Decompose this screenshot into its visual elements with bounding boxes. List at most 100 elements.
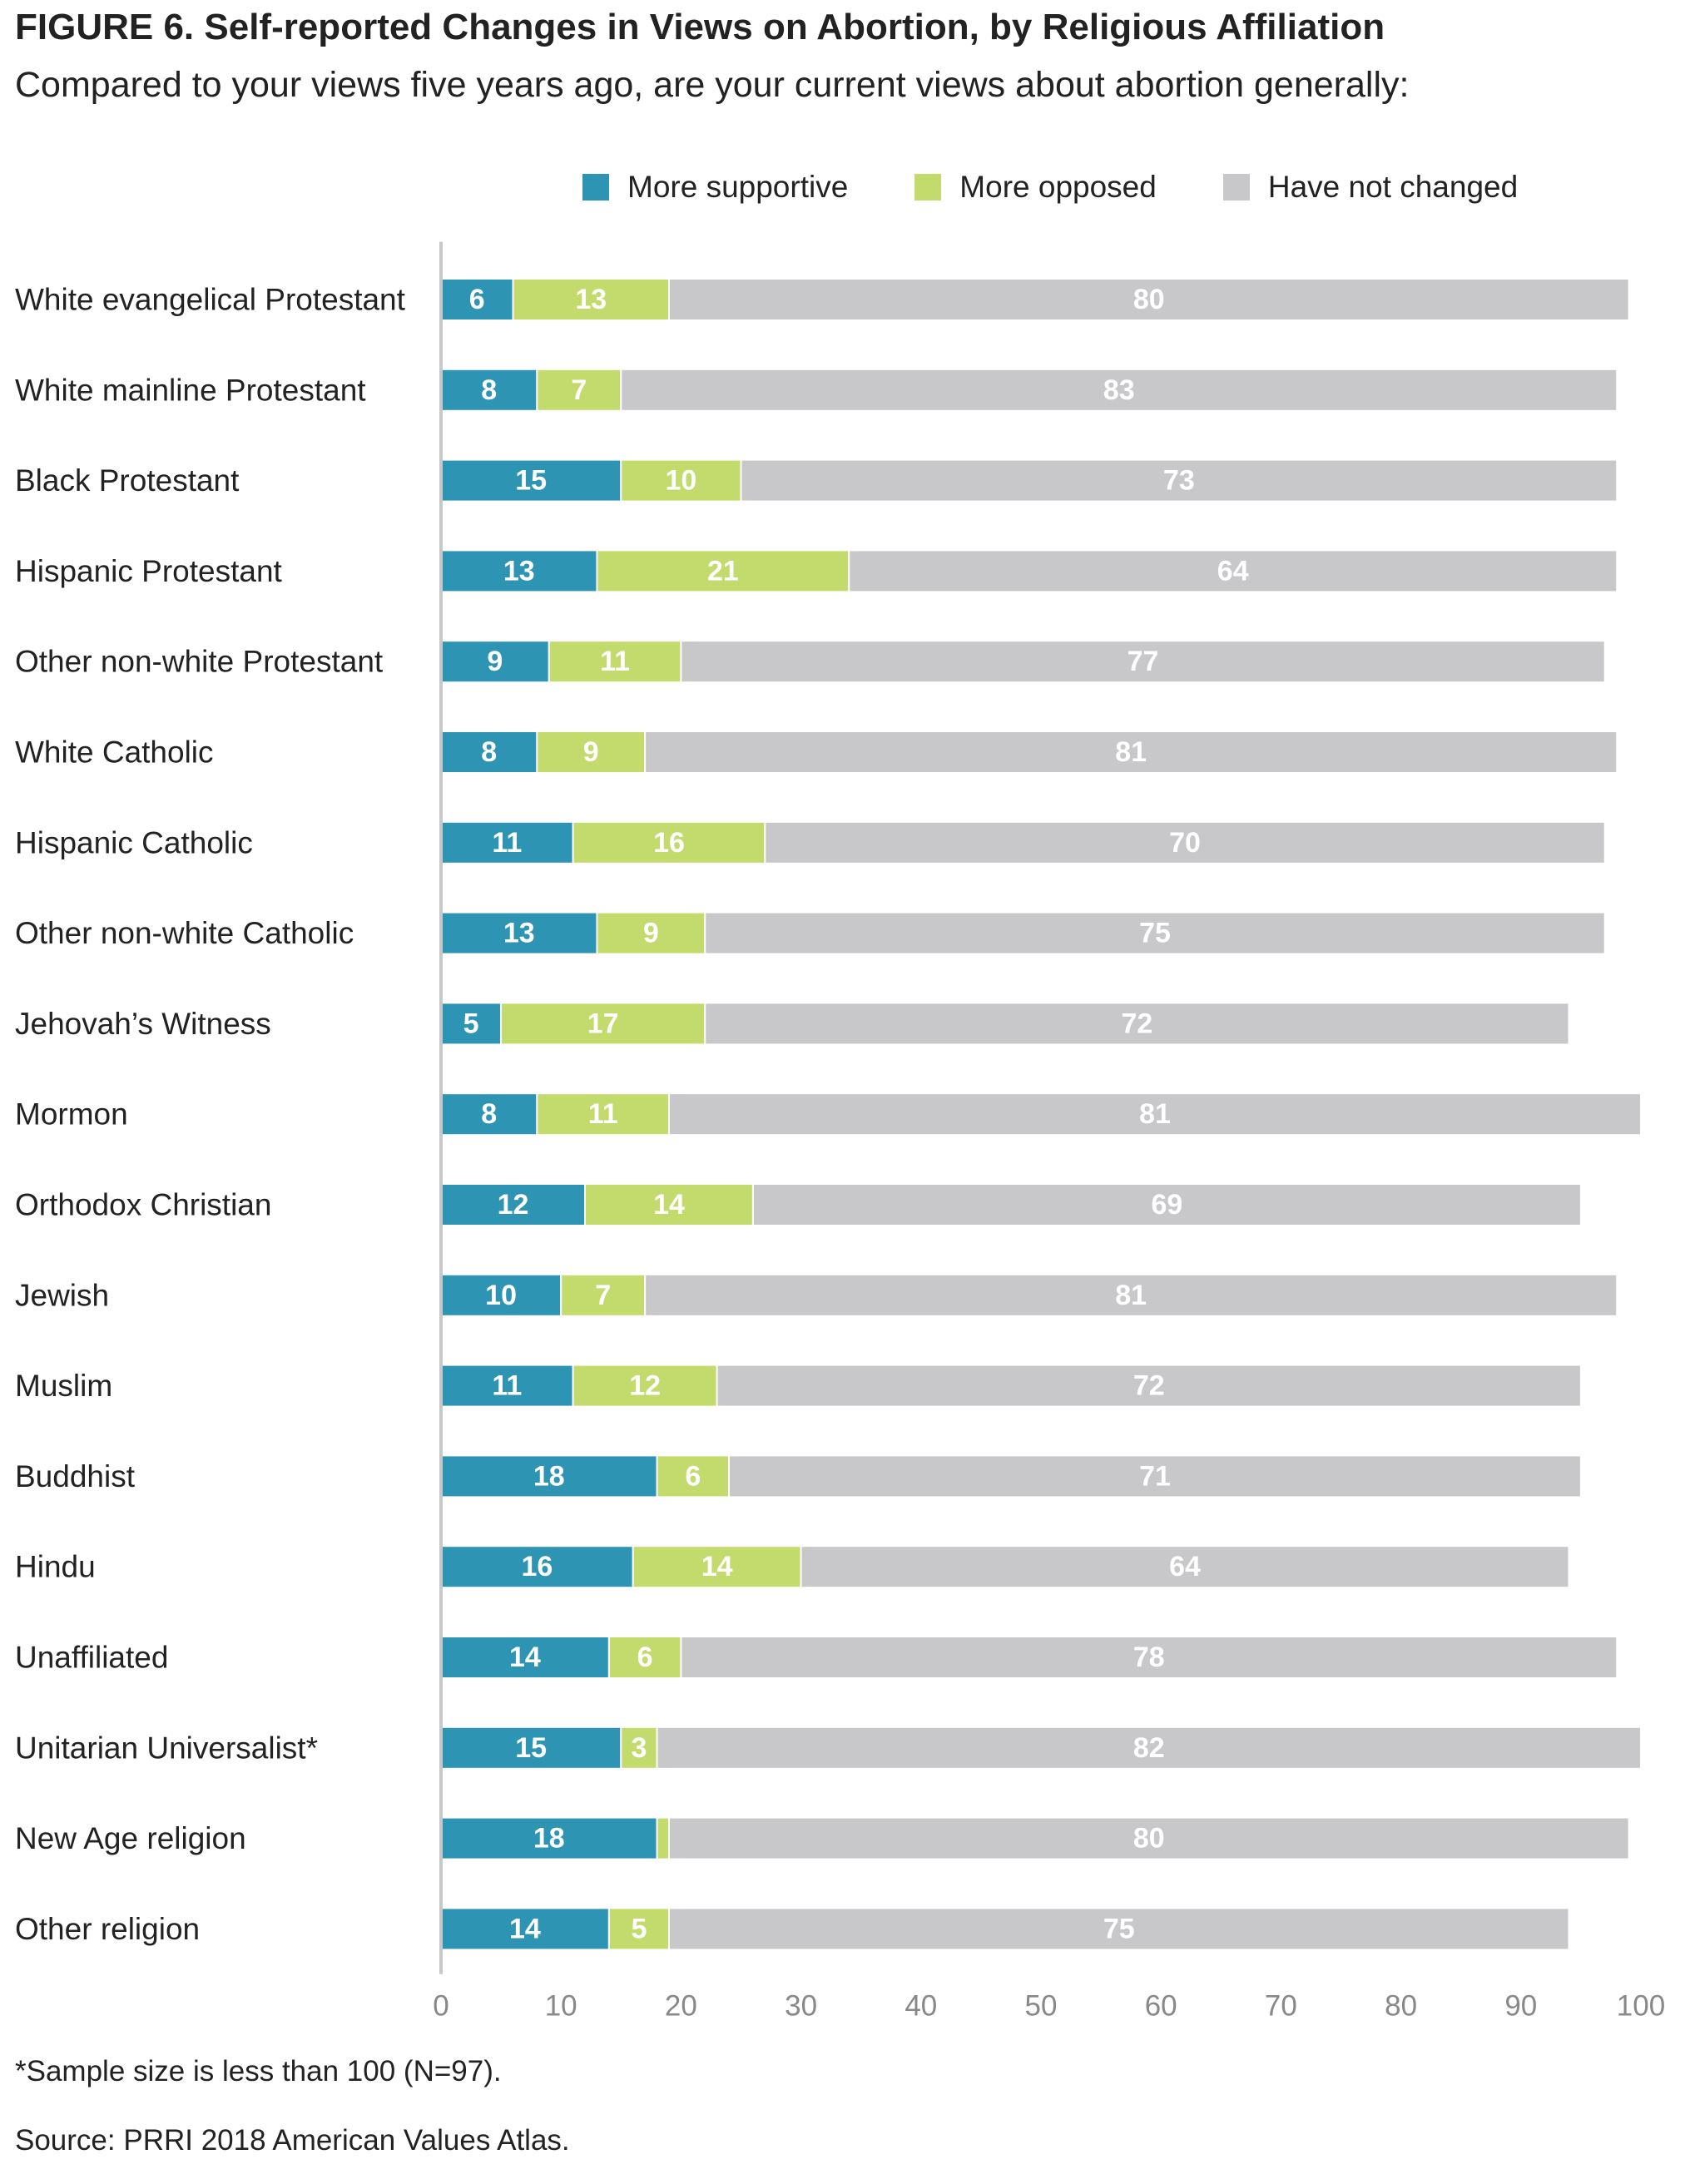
category-label: Hispanic Catholic xyxy=(15,825,253,859)
x-tick-label: 20 xyxy=(665,1989,697,2022)
chart-subtitle: Compared to your views five years ago, a… xyxy=(15,65,1410,105)
data-label-have-not-changed: 71 xyxy=(1139,1460,1171,1492)
category-label: Buddhist xyxy=(15,1459,136,1493)
data-label-more-supportive: 18 xyxy=(533,1823,565,1855)
bar-more-opposed xyxy=(656,1454,731,1498)
bar-more-opposed xyxy=(620,1726,658,1770)
legend-item-more-opposed: More opposed xyxy=(914,170,1157,205)
data-label-have-not-changed: 69 xyxy=(1151,1189,1182,1221)
data-label-have-not-changed: 64 xyxy=(1169,1551,1201,1582)
data-label-more-supportive: 13 xyxy=(503,918,535,949)
data-label-have-not-changed: 70 xyxy=(1169,827,1201,859)
x-tick-label: 40 xyxy=(904,1989,937,2022)
category-label: New Age religion xyxy=(15,1821,246,1855)
bar-more-supportive xyxy=(440,458,622,503)
bar-more-supportive xyxy=(440,1545,634,1589)
bar-have-not-changed xyxy=(764,820,1606,864)
bar-have-not-changed xyxy=(751,1183,1582,1226)
bar-more-supportive xyxy=(440,911,598,955)
bar-have-not-changed xyxy=(667,278,1630,321)
data-label-more-supportive: 12 xyxy=(498,1189,529,1221)
legend-label-more-supportive: More supportive xyxy=(627,170,849,204)
bar-more-supportive xyxy=(440,640,550,684)
data-label-more-opposed: 9 xyxy=(643,918,659,949)
bar-more-supportive xyxy=(440,1636,610,1679)
category-label: Muslim xyxy=(15,1369,112,1403)
source-note: Source: PRRI 2018 American Values Atlas. xyxy=(15,2124,570,2157)
bar-have-not-changed xyxy=(800,1545,1570,1589)
data-label-have-not-changed: 73 xyxy=(1163,465,1195,497)
bar-more-supportive xyxy=(440,1454,658,1498)
data-label-more-supportive: 5 xyxy=(463,1008,479,1039)
data-label-more-supportive: 11 xyxy=(492,827,522,859)
x-tick-label: 80 xyxy=(1385,1989,1417,2022)
bar-more-opposed xyxy=(596,549,850,593)
bar-have-not-changed xyxy=(656,1726,1642,1770)
data-label-more-opposed: 9 xyxy=(583,736,599,768)
bar-have-not-changed xyxy=(740,458,1618,503)
bar-more-opposed xyxy=(572,1364,718,1408)
data-label-more-opposed: 14 xyxy=(701,1551,733,1582)
x-tick-label: 0 xyxy=(433,1989,449,2022)
bar-more-opposed xyxy=(596,911,706,955)
data-label-have-not-changed: 83 xyxy=(1103,374,1135,406)
data-label-have-not-changed: 82 xyxy=(1133,1732,1165,1764)
data-label-have-not-changed: 75 xyxy=(1139,918,1171,949)
legend: More supportive More opposed Have not ch… xyxy=(582,166,1518,208)
bar-have-not-changed xyxy=(644,730,1618,774)
data-label-more-opposed: 7 xyxy=(595,1280,611,1311)
x-tick-label: 50 xyxy=(1025,1989,1058,2022)
bar-have-not-changed xyxy=(620,368,1618,412)
category-label: White evangelical Protestant xyxy=(15,283,406,317)
bar-have-not-changed xyxy=(848,549,1618,593)
data-label-have-not-changed: 72 xyxy=(1121,1008,1152,1039)
data-label-more-opposed: 6 xyxy=(637,1642,653,1673)
category-label: Unaffiliated xyxy=(15,1641,168,1675)
bar-more-opposed xyxy=(512,278,670,321)
data-label-more-supportive: 15 xyxy=(515,465,547,497)
category-label: Orthodox Christian xyxy=(15,1188,271,1222)
legend-item-more-supportive: More supportive xyxy=(582,170,848,205)
data-label-have-not-changed: 80 xyxy=(1133,284,1165,315)
category-label: Other non-white Catholic xyxy=(15,916,354,950)
bar-more-opposed xyxy=(536,730,647,774)
data-label-more-opposed: 13 xyxy=(575,284,607,315)
data-label-have-not-changed: 78 xyxy=(1133,1642,1165,1673)
chart-title: FIGURE 6. Self-reported Changes in Views… xyxy=(15,7,1385,47)
data-label-more-opposed: 11 xyxy=(588,1098,618,1130)
bar-have-not-changed xyxy=(704,911,1606,955)
bar-more-opposed xyxy=(620,458,742,503)
bar-more-opposed xyxy=(632,1545,802,1589)
data-label-more-supportive: 11 xyxy=(492,1370,522,1402)
data-label-more-supportive: 15 xyxy=(515,1732,547,1764)
x-tick-label: 10 xyxy=(545,1989,577,2022)
category-label: Other religion xyxy=(15,1912,200,1946)
bar-more-opposed xyxy=(607,1636,682,1679)
data-label-have-not-changed: 72 xyxy=(1133,1370,1165,1402)
legend-label-more-opposed: More opposed xyxy=(959,170,1157,204)
bar-more-supportive xyxy=(440,1273,562,1317)
bar-more-supportive xyxy=(440,1907,610,1951)
category-label: Hindu xyxy=(15,1550,96,1584)
data-label-have-not-changed: 77 xyxy=(1127,646,1159,677)
data-label-more-supportive: 10 xyxy=(485,1280,517,1311)
x-tick-label: 60 xyxy=(1145,1989,1177,2022)
data-label-more-opposed: 6 xyxy=(685,1460,701,1492)
x-tick-label: 90 xyxy=(1504,1989,1537,2022)
bar-more-opposed xyxy=(584,1183,754,1226)
data-label-more-opposed: 3 xyxy=(631,1732,647,1764)
bar-more-opposed xyxy=(500,1002,706,1046)
legend-swatch-more-opposed xyxy=(914,174,942,201)
data-label-more-opposed: 14 xyxy=(653,1189,685,1221)
data-label-have-not-changed: 80 xyxy=(1133,1823,1165,1855)
data-label-more-opposed: 10 xyxy=(665,465,696,497)
bar-more-supportive xyxy=(440,1183,587,1226)
data-label-have-not-changed: 64 xyxy=(1217,555,1249,587)
data-label-more-supportive: 9 xyxy=(487,646,503,677)
data-label-more-supportive: 8 xyxy=(481,736,497,768)
data-label-have-not-changed: 81 xyxy=(1115,736,1147,768)
bar-have-not-changed xyxy=(644,1273,1618,1317)
data-label-more-supportive: 6 xyxy=(469,284,485,315)
category-label: Black Protestant xyxy=(15,463,240,498)
bar-have-not-changed xyxy=(667,1092,1642,1137)
